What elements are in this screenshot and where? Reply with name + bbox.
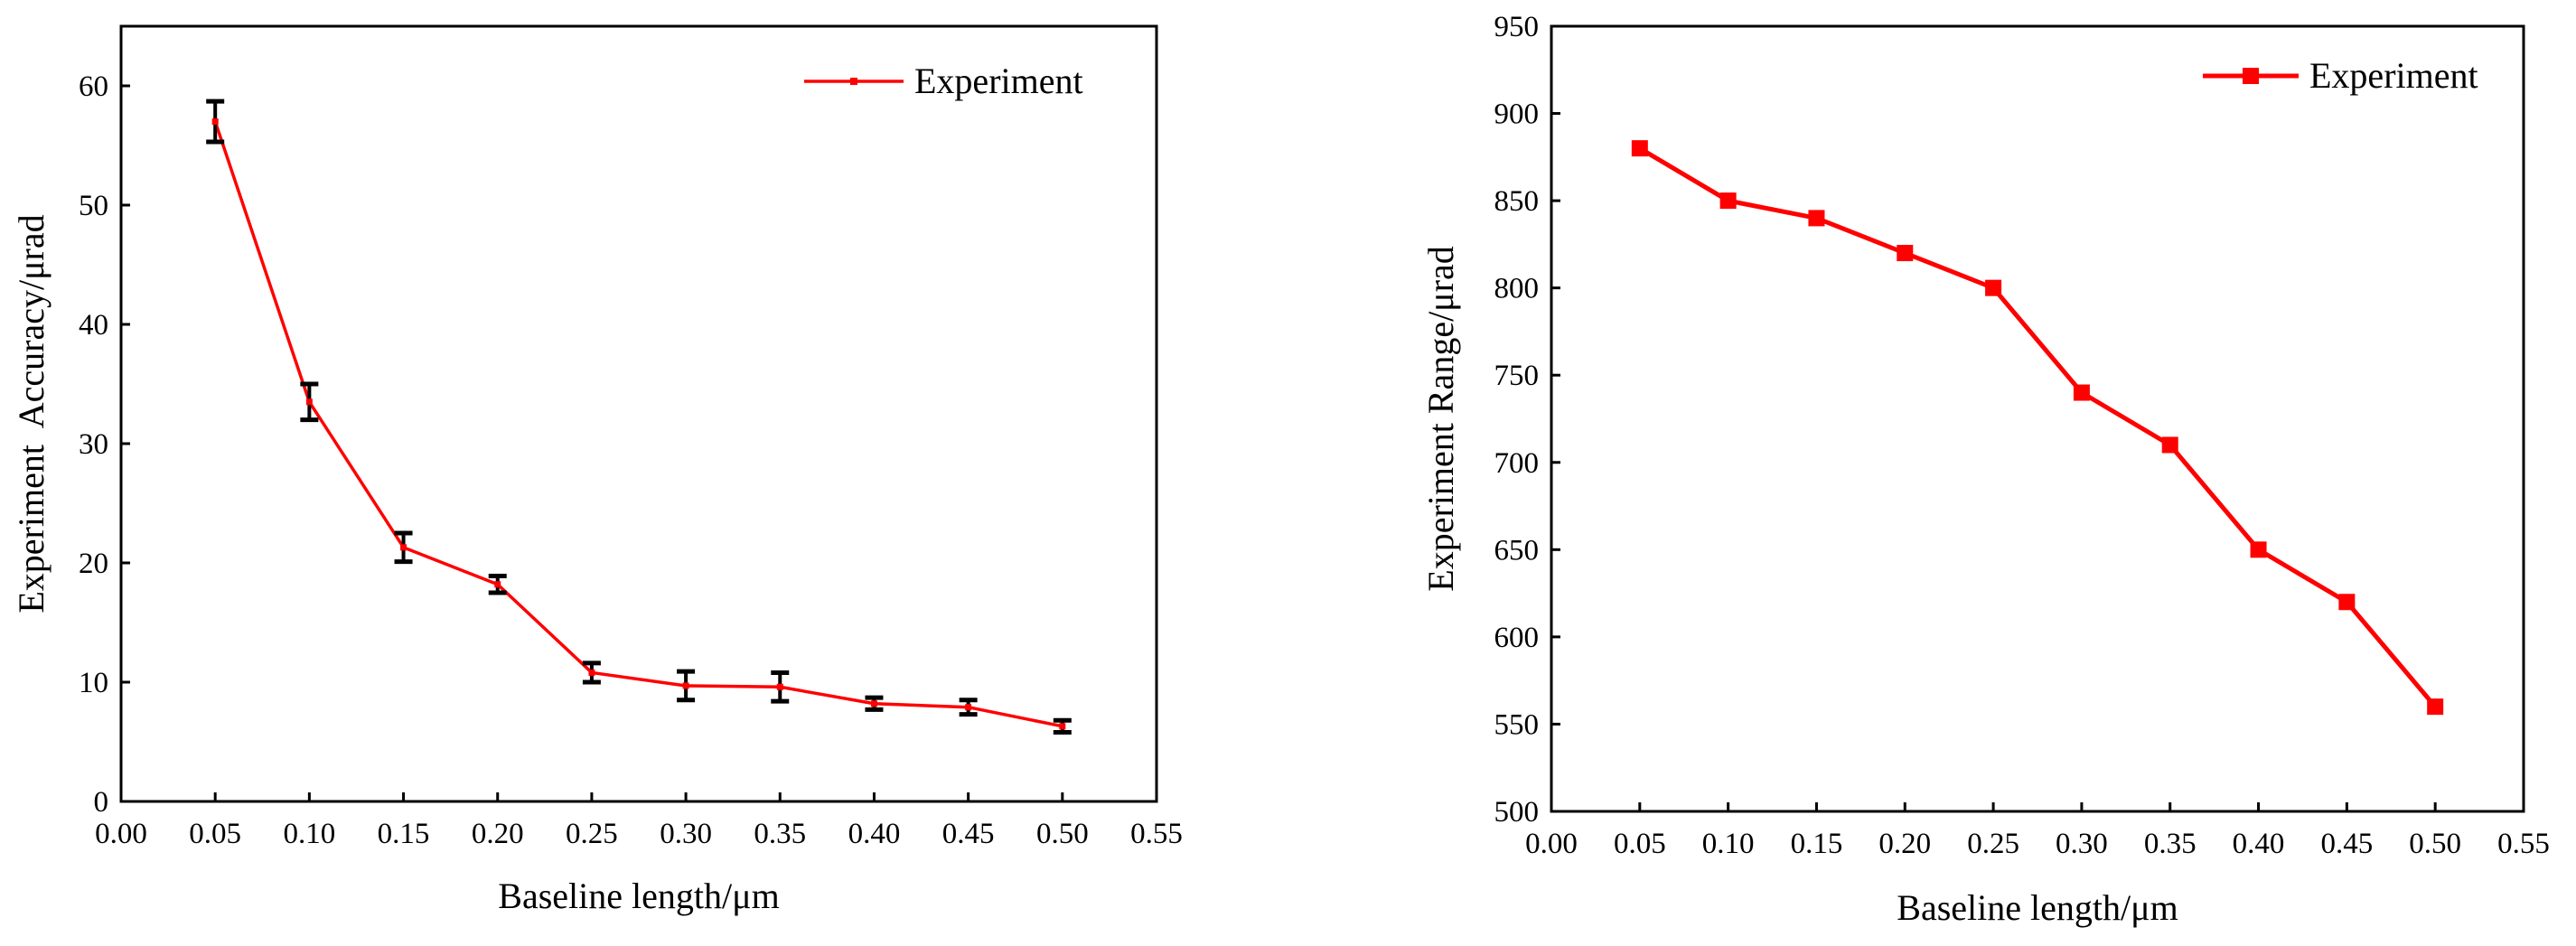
y-tick-label: 650 (1494, 534, 1540, 567)
y-tick-label: 40 (79, 309, 108, 342)
data-point (1897, 245, 1914, 262)
x-tick-label: 0.45 (2320, 828, 2373, 860)
x-tick-label: 0.50 (1036, 818, 1089, 850)
y-tick-label: 850 (1494, 185, 1540, 218)
legend-marker (850, 78, 857, 85)
x-tick-label: 0.15 (378, 818, 430, 850)
y-tick-label: 10 (79, 667, 108, 699)
x-tick-label: 0.30 (2056, 828, 2108, 860)
data-point (2427, 698, 2444, 716)
data-point (776, 683, 783, 690)
y-tick-label: 60 (79, 70, 108, 103)
legend-label: Experiment (2309, 55, 2478, 96)
y-tick-label: 50 (79, 190, 108, 222)
x-tick-label: 0.25 (1967, 828, 2019, 860)
data-point (2161, 436, 2178, 454)
data-point (870, 700, 877, 707)
x-axis-label: Baseline length/μm (498, 876, 779, 916)
x-tick-label: 0.25 (566, 818, 618, 850)
data-point (2250, 541, 2267, 558)
data-point (965, 704, 972, 711)
accuracy-chart: 0.00 0.05 0.10 0.15 0.20 0.25 0.30 0.35 0.40 0.45… (11, 24, 1183, 916)
x-tick-label: 0.50 (2409, 828, 2461, 860)
range-chart: 0.00 0.05 0.10 0.15 0.20 0.25 0.30 0.35 0.40 0.45… (1420, 11, 2550, 928)
data-point (1985, 279, 2002, 296)
y-axis-label: Experiment Range/μrad (1420, 246, 1461, 591)
x-tick-label: 0.20 (1878, 828, 1931, 860)
x-tick-label: 0.55 (2497, 828, 2550, 860)
y-tick-label: 500 (1494, 796, 1540, 829)
x-tick-label: 0.35 (754, 818, 806, 850)
y-tick-label: 900 (1494, 98, 1540, 131)
data-point (211, 118, 219, 126)
x-tick-label: 0.00 (1525, 828, 1578, 860)
legend-marker (2243, 68, 2259, 84)
y-tick-label: 30 (79, 428, 108, 461)
x-tick-label: 0.05 (189, 818, 241, 850)
x-tick-label: 0.00 (95, 818, 147, 850)
data-point (682, 682, 689, 689)
x-tick-label: 0.40 (848, 818, 901, 850)
data-point (400, 544, 407, 551)
data-point (1059, 723, 1066, 730)
legend-label: Experiment (914, 61, 1083, 101)
x-tick-label: 0.15 (1791, 828, 1843, 860)
x-tick-label: 0.20 (472, 818, 524, 850)
x-axis-label: Baseline length/μm (1897, 887, 2178, 928)
data-point (2338, 594, 2356, 611)
y-tick-label: 550 (1494, 708, 1540, 741)
y-tick-label: 750 (1494, 360, 1540, 392)
y-tick-label: 950 (1494, 11, 1540, 43)
x-tick-label: 0.35 (2144, 828, 2197, 860)
data-point (1631, 140, 1648, 157)
y-axis-label: Experiment Accuracy/μrad (11, 214, 52, 613)
x-tick-label: 0.40 (2233, 828, 2285, 860)
data-point (1719, 192, 1737, 210)
data-point (2073, 384, 2090, 401)
x-tick-label: 0.05 (1614, 828, 1666, 860)
data-point (1808, 210, 1825, 227)
x-tick-label: 0.10 (1702, 828, 1755, 860)
plot-frame (1550, 24, 2525, 813)
y-tick-label: 700 (1494, 447, 1540, 480)
y-tick-label: 800 (1494, 273, 1540, 305)
data-point (305, 398, 313, 406)
x-tick-label: 0.45 (942, 818, 995, 850)
x-tick-label: 0.10 (283, 818, 335, 850)
x-tick-label: 0.55 (1130, 818, 1183, 850)
series-line (213, 121, 1063, 728)
data-point (494, 581, 501, 588)
data-point (588, 669, 595, 676)
x-tick-label: 0.30 (660, 818, 712, 850)
y-tick-label: 0 (94, 786, 109, 819)
y-tick-label: 20 (79, 548, 108, 580)
plot-frame (119, 24, 1158, 803)
y-tick-label: 600 (1494, 622, 1540, 654)
series-line (1638, 146, 2438, 708)
